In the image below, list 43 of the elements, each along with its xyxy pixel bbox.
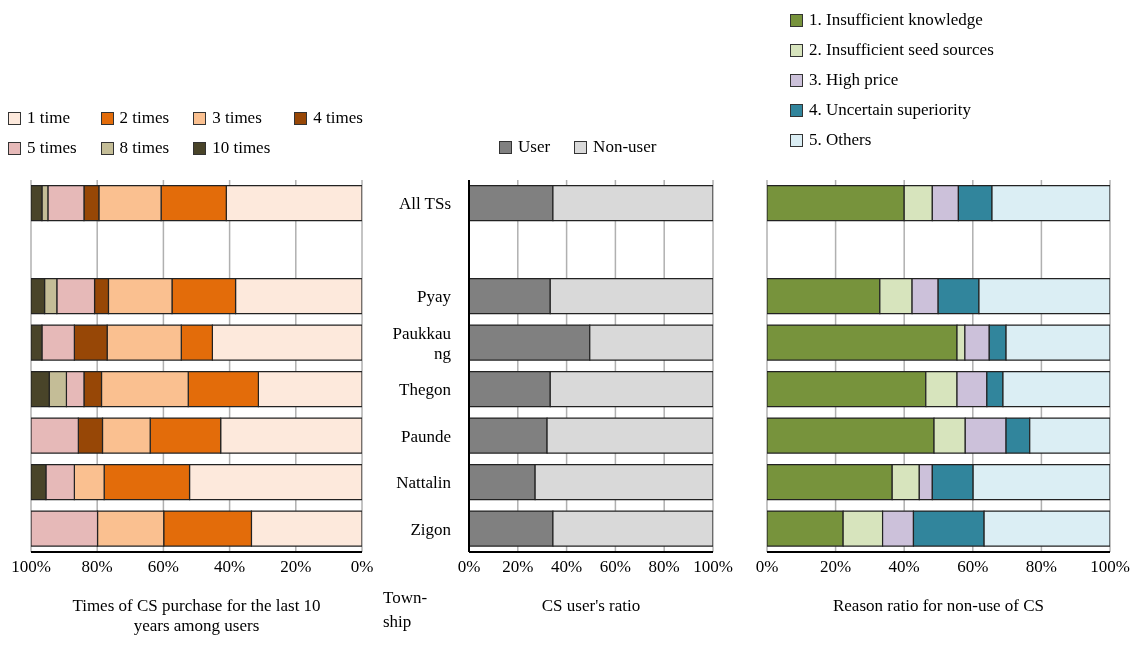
legend-label: 1 time [27,108,70,128]
x-axis-title: Reason ratio for non-use of CS [831,596,1046,616]
x-tick-label: 0% [755,557,779,577]
x-tick-label: 20% [502,557,534,577]
y-tick-label: Paunde [400,426,451,446]
y-tick-label: Paukkaung [392,323,452,363]
x-tick-label: 100% [11,557,51,577]
x-tick-label: 60% [599,557,631,577]
y-tick-label: Nattalin [396,472,452,492]
legend-label: 5. Others [809,130,872,150]
x-axis-title: Times of CS purchase for the last 10 years among users [71,596,322,636]
x-tick-label: 60% [147,557,179,577]
legend-label: User [518,137,551,157]
x-tick-label: 20% [820,557,852,577]
x-tick-label: 80% [648,557,680,577]
legend-label: 4 times [313,108,363,128]
series-label: Non-user [593,137,657,157]
legend-label: 8 times [119,138,170,158]
x-tick-label: 80% [1025,557,1057,577]
x-tick-label: 40% [551,557,583,577]
y-tick-label: Pyay [417,286,452,306]
x-tick-label: 20% [280,557,312,577]
x-tick-label: 0% [350,557,374,577]
x-tick-label: 100% [1090,557,1130,577]
x-tick-label: 100% [693,557,733,577]
legend-label: 2. Insufficient seed sources [809,40,994,60]
x-tick-label: 0% [457,557,481,577]
legend-label: 3. High price [809,70,899,90]
legend-label: 2 times [119,108,170,128]
x-tick-label: 60% [957,557,989,577]
y-axis-title: Town-ship [383,587,429,633]
y-tick-label: Zigon [410,519,452,539]
x-tick-label: 80% [81,557,113,577]
y-tick-label: Thegon [399,379,452,399]
legend-label: 3 times [212,108,262,128]
legend-label: 1. Insufficient knowledge [809,10,983,30]
legend-label: 4. Uncertain superiority [809,100,971,120]
x-axis-title: CS user's ratio [540,596,642,616]
legend-label: 5 times [27,138,77,158]
x-tick-label: 40% [214,557,246,577]
legend-label: 10 times [212,138,271,158]
y-tick-label: All TSs [398,193,451,213]
x-tick-label: 40% [888,557,920,577]
